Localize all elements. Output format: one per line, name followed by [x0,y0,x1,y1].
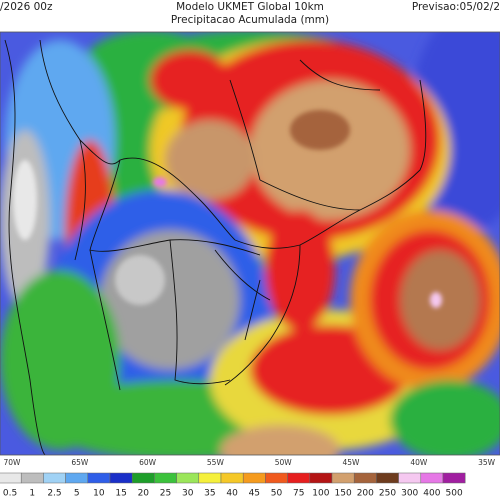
colorbar-label: 40 [226,489,238,499]
colorbar-label: 75 [293,489,304,499]
map-subtitle: Precipitacao Acumulada (mm) [171,14,329,26]
colorbar-swatch [398,472,422,484]
longitude-label: 40W [410,458,428,467]
colorbar-swatch [242,472,266,484]
precip-blobs [0,32,500,455]
colorbar-swatch [20,472,44,484]
colorbar-label: 10 [93,489,105,499]
borders [4,39,427,455]
colorbar-swatch [309,472,333,484]
colorbar-swatch [131,472,155,484]
colorbar: 0.5 1 2.5 5 10 15 20 25 30 35 40 45 50 75 100 150 200 250… [0,472,466,499]
colorbar-swatch [220,472,244,484]
colorbar-swatch [198,472,222,484]
longitude-label: 35W [478,458,496,467]
colorbar-swatch [0,472,22,484]
longitude-label: 45W [343,458,361,467]
colorbar-swatch [154,472,177,484]
colorbar-swatch [43,472,66,484]
colorbar-label: 25 [160,489,171,499]
colorbar-label: 30 [182,489,194,499]
colorbar-label: 35 [204,489,215,499]
colorbar-swatch [353,472,377,484]
colorbar-label: 400 [423,489,440,499]
run-date: /2026 00z [0,1,53,13]
colorbar-swatch [376,472,399,484]
colorbar-swatch [109,472,133,484]
colorbar-label: 5 [74,489,80,499]
precip-cores [13,110,442,308]
precip-field [0,32,500,455]
longitude-label: 60W [139,458,157,467]
colorbar-label: 250 [379,489,396,499]
colorbar-label: 300 [401,489,418,499]
colorbar-swatch [176,472,200,484]
colorbar-label: 45 [249,489,260,499]
colorbar-label: 2.5 [47,489,61,499]
colorbar-label: 200 [357,489,374,499]
colorbar-swatch [442,472,466,484]
colorbar-swatch [265,472,288,484]
colorbar-swatch [87,472,111,484]
colorbar-label: 15 [115,489,126,499]
map-frame [0,31,500,456]
colorbar-label: 1 [29,489,35,499]
colorbar-label: 150 [335,489,352,499]
forecast-date: Previsao:05/02/2 [412,1,500,13]
longitude-label: 55W [207,458,225,467]
colorbar-label: 0.5 [3,489,17,499]
colorbar-swatch [287,472,311,484]
colorbar-label: 50 [271,489,283,499]
longitude-label: 70W [4,458,22,467]
colorbar-label: 20 [138,489,150,499]
longitude-label: 50W [275,458,293,467]
colorbar-swatch [65,472,89,484]
colorbar-swatch [420,472,444,484]
longitude-label: 65W [71,458,89,467]
colorbar-label: 100 [312,489,329,499]
longitude-labels: 70W 65W 60W 55W 50W 45W 40W 35W [4,458,496,467]
colorbar-label: 500 [446,489,463,499]
colorbar-swatch [331,472,355,484]
map-title: Modelo UKMET Global 10km [176,1,324,13]
